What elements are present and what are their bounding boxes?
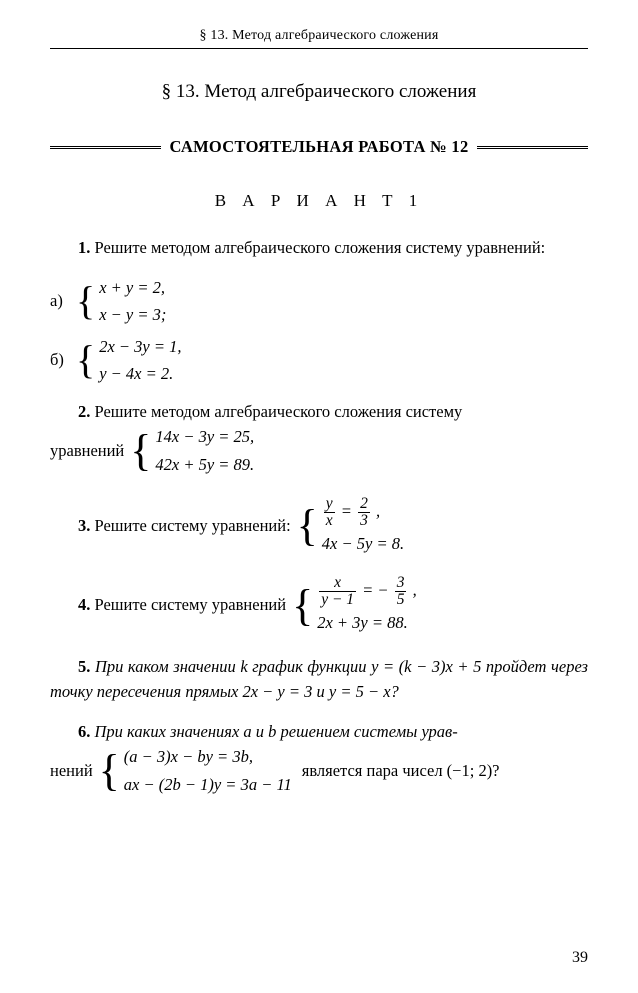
problem-1b-eq2: y − 4x = 2. [99,361,181,387]
problem-1a-label: а) [50,288,76,314]
problem-6-line1: 6. При каких значениях a и b решением си… [50,719,588,745]
fraction: 3 5 [395,575,407,609]
problem-2-line2: уравнений { 14x − 3y = 25, 42x + 5y = 89… [50,424,588,477]
fraction: y x [324,496,335,530]
problem-1b-system: 2x − 3y = 1, y − 4x = 2. [99,334,181,387]
frac-den: 3 [358,512,370,529]
problem-5-text: При каком значении k график функции y = … [50,657,588,702]
problem-1-body: Решите методом алгебраического сложения … [95,238,546,257]
eq-tail: , [413,580,417,599]
work-title: САМОСТОЯТЕЛЬНАЯ РАБОТА № 12 [169,137,468,157]
frac-num: 2 [358,496,370,512]
work-rule-right [477,146,588,149]
problem-1b: б) { 2x − 3y = 1, y − 4x = 2. [50,334,588,387]
problem-4-system: { x y − 1 = − 3 5 , 2x + 3 [292,575,417,636]
problem-1a-eq1: x + y = 2, [99,275,166,301]
problem-6: 6. При каких значениях a и b решением си… [50,719,588,798]
problem-2-eq1: 14x − 3y = 25, [155,424,254,450]
running-rule [50,48,588,49]
eq-sign: = − [362,580,388,599]
problem-2-number: 2. [78,402,90,421]
problem-3-system: { y x = 2 3 , 4x − 5y = 8 [297,496,404,557]
problem-1b-label: б) [50,347,76,373]
problems: 1. Решите методом алгебраического сложен… [50,235,588,798]
problem-4-eq1: x y − 1 = − 3 5 , [317,575,417,609]
problem-2-text1: Решите методом алгебраического сложения … [95,402,463,421]
frac-den: y − 1 [319,591,356,608]
brace-icon: { [99,753,120,788]
problem-5-number: 5. [78,657,90,676]
problem-2-text2: уравнений [50,438,124,464]
brace-icon: { [297,508,318,543]
problem-3-lead: 3. Решите систему уравнений: [50,513,291,539]
problem-1a-system: x + y = 2, x − y = 3; [99,275,166,328]
problem-4: 4. Решите систему уравнений { x y − 1 = … [50,575,588,636]
eq-sign: = [341,501,356,520]
page: § 13. Метод алгебраического сложения § 1… [0,0,638,993]
running-head: § 13. Метод алгебраического сложения [50,28,588,44]
brace-icon: { [76,285,95,317]
problem-1a-eq2: x − y = 3; [99,302,166,328]
fraction: x y − 1 [319,575,356,609]
problem-1-text: 1. Решите методом алгебраического сложен… [50,235,588,261]
problem-6-line2: нений { (a − 3)x − by = 3b, ax − (2b − 1… [50,744,588,797]
problem-2-system: { 14x − 3y = 25, 42x + 5y = 89. [130,424,254,477]
problem-1b-eq1: 2x − 3y = 1, [99,334,181,360]
problem-6-eq2: ax − (2b − 1)y = 3a − 11 [124,772,292,798]
problem-3-number: 3. [78,516,90,535]
work-title-wrap: САМОСТОЯТЕЛЬНАЯ РАБОТА № 12 [50,137,588,157]
frac-num: x [332,575,343,591]
brace-icon: { [76,344,95,376]
problem-2-line1: 2. Решите методом алгебраического сложен… [50,399,588,425]
problem-6-number: 6. [78,722,90,741]
problem-3-eq1: y x = 2 3 , [322,496,404,530]
brace-icon: { [292,588,313,623]
problem-6-tail: является пара чисел (−1; 2)? [302,758,500,784]
problem-4-text: Решите систему уравнений [95,595,287,614]
problem-2: 2. Решите методом алгебраического сложен… [50,399,588,478]
problem-6-text1: При каких значениях a и b решением систе… [95,722,458,741]
brace-icon: { [130,433,151,468]
problem-4-lead: 4. Решите систему уравнений [50,592,286,618]
problem-6-text2: нений [50,758,93,784]
problem-4-eq2: 2x + 3y = 88. [317,610,417,636]
eq-tail: , [376,501,380,520]
frac-den: 5 [395,591,407,608]
page-number: 39 [572,949,588,967]
problem-6-eq1: (a − 3)x − by = 3b, [124,744,292,770]
problem-3-eq2: 4x − 5y = 8. [322,531,404,557]
problem-3: 3. Решите систему уравнений: { y x = 2 3 [50,496,588,557]
problem-6-system: { (a − 3)x − by = 3b, ax − (2b − 1)y = 3… [99,744,292,797]
work-rule-left [50,146,161,149]
problem-5: 5. При каком значении k график функции y… [50,654,588,705]
section-title: § 13. Метод алгебраического сложения [50,81,588,103]
problem-1-number: 1. [78,238,90,257]
frac-den: x [324,512,335,529]
frac-num: y [324,496,335,512]
variant-heading: В А Р И А Н Т 1 [50,191,588,211]
problem-1a: а) { x + y = 2, x − y = 3; [50,275,588,328]
problem-3-text: Решите систему уравнений: [95,516,291,535]
problem-2-eq2: 42x + 5y = 89. [155,452,254,478]
frac-num: 3 [395,575,407,591]
problem-4-number: 4. [78,595,90,614]
fraction: 2 3 [358,496,370,530]
